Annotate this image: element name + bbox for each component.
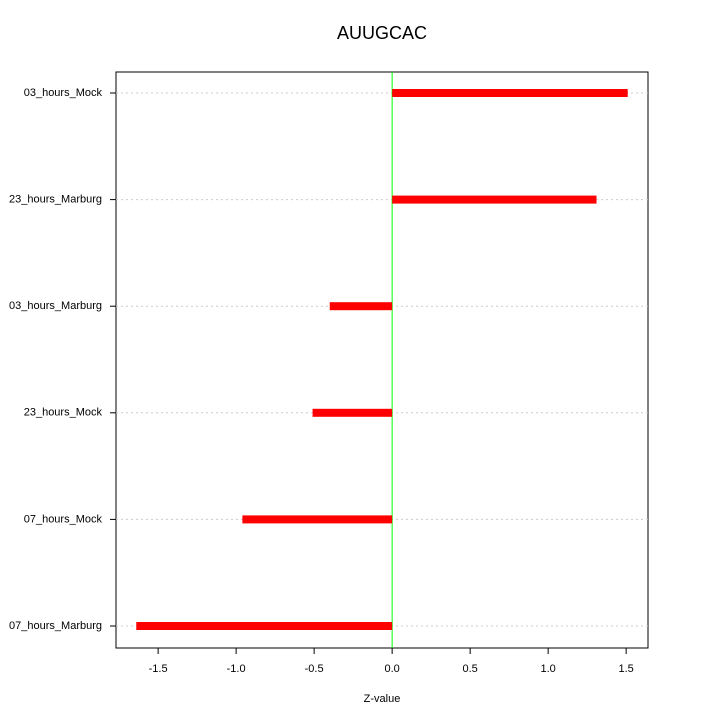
bar <box>312 408 393 417</box>
x-tick-label: -1.5 <box>149 663 168 675</box>
y-tick-label: 07_hours_Mock <box>24 513 103 525</box>
plot-frame <box>115 71 649 649</box>
y-tick-label: 07_hours_Marburg <box>9 620 102 632</box>
y-tick-label: 03_hours_Mock <box>24 87 103 99</box>
x-axis-label: Z-value <box>364 693 401 705</box>
x-tick-label: 0.5 <box>462 663 477 675</box>
bar <box>392 89 628 97</box>
chart-title: AUUGCAC <box>337 23 427 43</box>
x-tick-label: 1.5 <box>619 663 634 675</box>
x-tick-label: 1.0 <box>541 663 556 675</box>
x-tick-label: 0.0 <box>384 663 399 675</box>
y-tick-label: 03_hours_Marburg <box>9 300 102 312</box>
bar <box>392 195 597 204</box>
x-tick-label: -0.5 <box>305 663 324 675</box>
x-tick-label: -1.0 <box>227 663 246 675</box>
bar <box>136 622 393 630</box>
bar <box>242 515 393 524</box>
y-tick-label: 23_hours_Mock <box>24 407 103 419</box>
y-tick-label: 23_hours_Marburg <box>9 194 102 206</box>
bar <box>329 302 393 311</box>
